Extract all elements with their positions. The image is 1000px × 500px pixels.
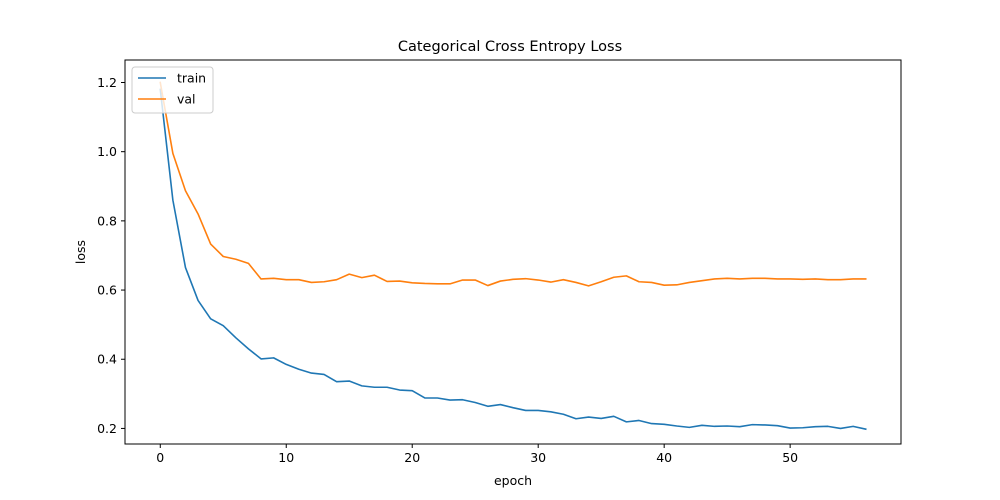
x-tick-label: 0	[156, 450, 164, 465]
x-tick-label: 20	[404, 450, 420, 465]
y-tick-label: 0.4	[97, 352, 117, 367]
x-axis-label: epoch	[494, 473, 532, 488]
series-line-train	[159, 88, 867, 431]
series-line-val	[159, 81, 867, 287]
x-tick-label: 50	[782, 450, 798, 465]
legend: train val	[131, 66, 214, 114]
y-tick-label: 1.2	[97, 75, 117, 90]
y-axis-label: loss	[73, 240, 88, 264]
plot-area	[159, 81, 867, 431]
y-tick-label: 0.8	[97, 213, 117, 228]
legend-label-train: train	[177, 71, 206, 86]
chart-title: Categorical Cross Entropy Loss	[398, 39, 622, 55]
axes-frame	[124, 59, 902, 445]
x-tick-label: 40	[656, 450, 672, 465]
legend-label-val: val	[177, 92, 196, 107]
y-tick-label: 0.2	[97, 421, 117, 436]
y-tick-label: 1.0	[97, 144, 117, 159]
x-tick-label: 30	[530, 450, 546, 465]
x-tick-label: 10	[278, 450, 294, 465]
y-tick-label: 0.6	[97, 283, 117, 298]
